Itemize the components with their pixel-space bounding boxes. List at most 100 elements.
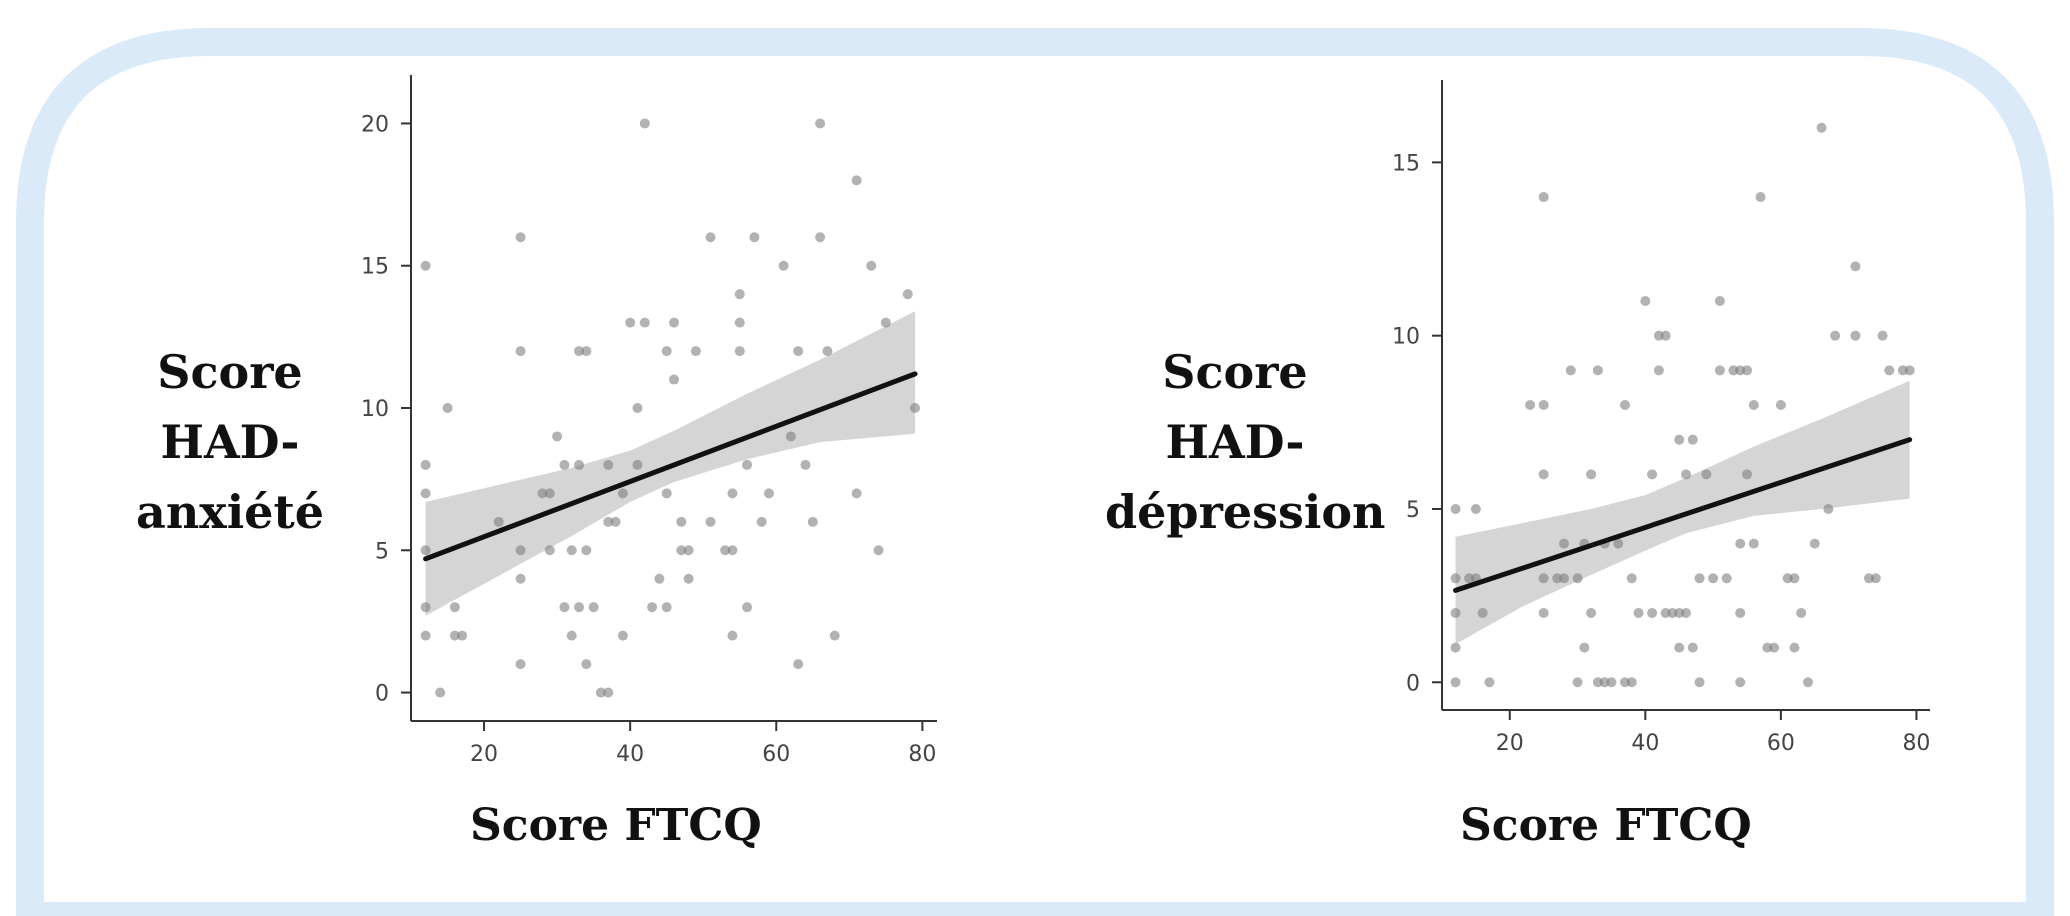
chart-0-point-22 (559, 602, 570, 613)
chart-0-point-14 (515, 545, 526, 556)
chart-0-point-64 (734, 346, 745, 357)
chart-0-point-7 (442, 403, 453, 413)
chart-1-point-11 (1538, 192, 1549, 203)
chart-0-point-47 (661, 488, 672, 499)
chart-0-point-76 (815, 118, 826, 129)
chart-0-point-4 (420, 602, 431, 613)
chart-0-y-tick-label-4: 20 (361, 112, 389, 137)
chart-1-point-21 (1572, 677, 1583, 688)
chart-1-point-52 (1694, 573, 1705, 584)
chart-1-point-31 (1613, 538, 1624, 549)
chart-1-x-tick-label-1: 40 (1631, 731, 1659, 756)
chart-0-point-62 (734, 289, 745, 300)
chart-0-point-67 (749, 232, 760, 243)
chart-1-point-64 (1742, 365, 1752, 376)
chart-1-point-48 (1681, 469, 1691, 480)
chart-0-y-tick-label-1: 5 (375, 539, 389, 564)
chart-1-point-13 (1538, 469, 1549, 480)
chart-0-point-44 (647, 602, 658, 613)
chart-0-point-72 (793, 346, 804, 357)
chart-0-point-43 (639, 317, 650, 328)
chart-0-point-66 (742, 602, 753, 613)
y-axis-label-left-line-3: anxiété (136, 485, 324, 539)
chart-0-point-32 (595, 687, 606, 698)
chart-1-point-9 (1484, 677, 1495, 688)
chart-1-point-84 (1870, 573, 1881, 584)
chart-1-point-2 (1450, 607, 1461, 618)
chart-1-point-36 (1633, 607, 1644, 618)
chart-0-x-tick-label-1: 40 (616, 742, 644, 767)
chart-0-point-84 (880, 317, 891, 328)
chart-0-point-10 (457, 630, 468, 641)
chart-0-point-71 (785, 431, 796, 442)
chart-1-point-41 (1653, 365, 1664, 376)
x-axis-label-left: Score FTCQ (470, 800, 762, 851)
chart-0-point-15 (515, 573, 526, 584)
chart-0-point-70 (778, 260, 789, 271)
chart-0-point-40 (632, 403, 643, 413)
chart-0-point-57 (705, 516, 716, 527)
chart-0-point-19 (544, 545, 555, 556)
chart-1-point-53 (1694, 677, 1705, 688)
chart-0-point-61 (727, 630, 738, 641)
x-axis-label-right: Score FTCQ (1460, 800, 1752, 851)
chart-1-point-8 (1477, 607, 1488, 618)
chart-1-y-tick-label-0: 0 (1406, 671, 1420, 696)
chart-0-confidence-band (425, 311, 916, 616)
chart-1-point-25 (1586, 607, 1597, 618)
chart-1-point-82 (1850, 330, 1861, 341)
chart-1-point-75 (1796, 607, 1807, 618)
y-axis-label-right-line-2: HAD- (1165, 415, 1305, 469)
chart-1-point-38 (1647, 469, 1658, 480)
chart-0-point-24 (566, 630, 577, 641)
chart-1-point-77 (1809, 538, 1820, 549)
chart-1-point-42 (1660, 330, 1671, 341)
chart-1-point-24 (1586, 469, 1597, 480)
chart-0-point-30 (581, 659, 592, 670)
chart-0-point-53 (683, 545, 694, 556)
chart-0-point-48 (661, 602, 672, 613)
chart-1-y-tick-label-3: 15 (1392, 151, 1420, 176)
chart-0-point-2 (420, 488, 431, 499)
chart-1-regression-line (1453, 437, 1913, 593)
chart-0-point-50 (669, 374, 679, 385)
chart-1-point-23 (1579, 642, 1590, 653)
chart-0-point-82 (866, 260, 877, 271)
chart-1-point-62 (1735, 607, 1746, 618)
chart-1-point-18 (1559, 573, 1569, 584)
chart-1-x-tick-label-3: 80 (1902, 731, 1930, 756)
chart-1-x-tick-label-0: 20 (1496, 731, 1524, 756)
chart-1-point-47 (1674, 642, 1685, 653)
chart-0-point-56 (705, 232, 716, 243)
chart-0-point-18 (544, 488, 555, 499)
chart-1-point-70 (1769, 642, 1780, 653)
chart-0-point-3 (420, 545, 431, 556)
chart-1-point-78 (1816, 122, 1827, 133)
chart-1-point-66 (1748, 400, 1759, 410)
chart-0-point-0 (420, 260, 431, 271)
chart-0-point-42 (639, 118, 650, 129)
chart-0-point-21 (559, 459, 570, 470)
chart-1-x-tick-label-2: 60 (1767, 731, 1795, 756)
chart-1-point-32 (1620, 400, 1630, 410)
chart-0-point-58 (720, 545, 731, 556)
chart-1-point-80 (1830, 330, 1841, 341)
chart-0-point-63 (734, 317, 745, 328)
chart-0-y-tick-label-2: 10 (361, 397, 389, 422)
chart-0-point-37 (617, 488, 628, 499)
chart-1-point-20 (1572, 573, 1583, 584)
chart-1-point-39 (1647, 607, 1658, 618)
chart-0-point-26 (574, 459, 585, 470)
chart-0-point-49 (669, 317, 679, 328)
chart-0-point-78 (822, 346, 833, 357)
chart-1-point-65 (1742, 469, 1752, 480)
chart-1-point-56 (1714, 296, 1725, 307)
chart-1-point-26 (1592, 365, 1603, 376)
chart-0-point-59 (727, 488, 738, 499)
chart-0-point-52 (676, 545, 687, 556)
chart-0-x-tick-label-0: 20 (470, 742, 498, 767)
chart-1-point-12 (1538, 400, 1549, 410)
chart-1-point-49 (1681, 607, 1691, 618)
